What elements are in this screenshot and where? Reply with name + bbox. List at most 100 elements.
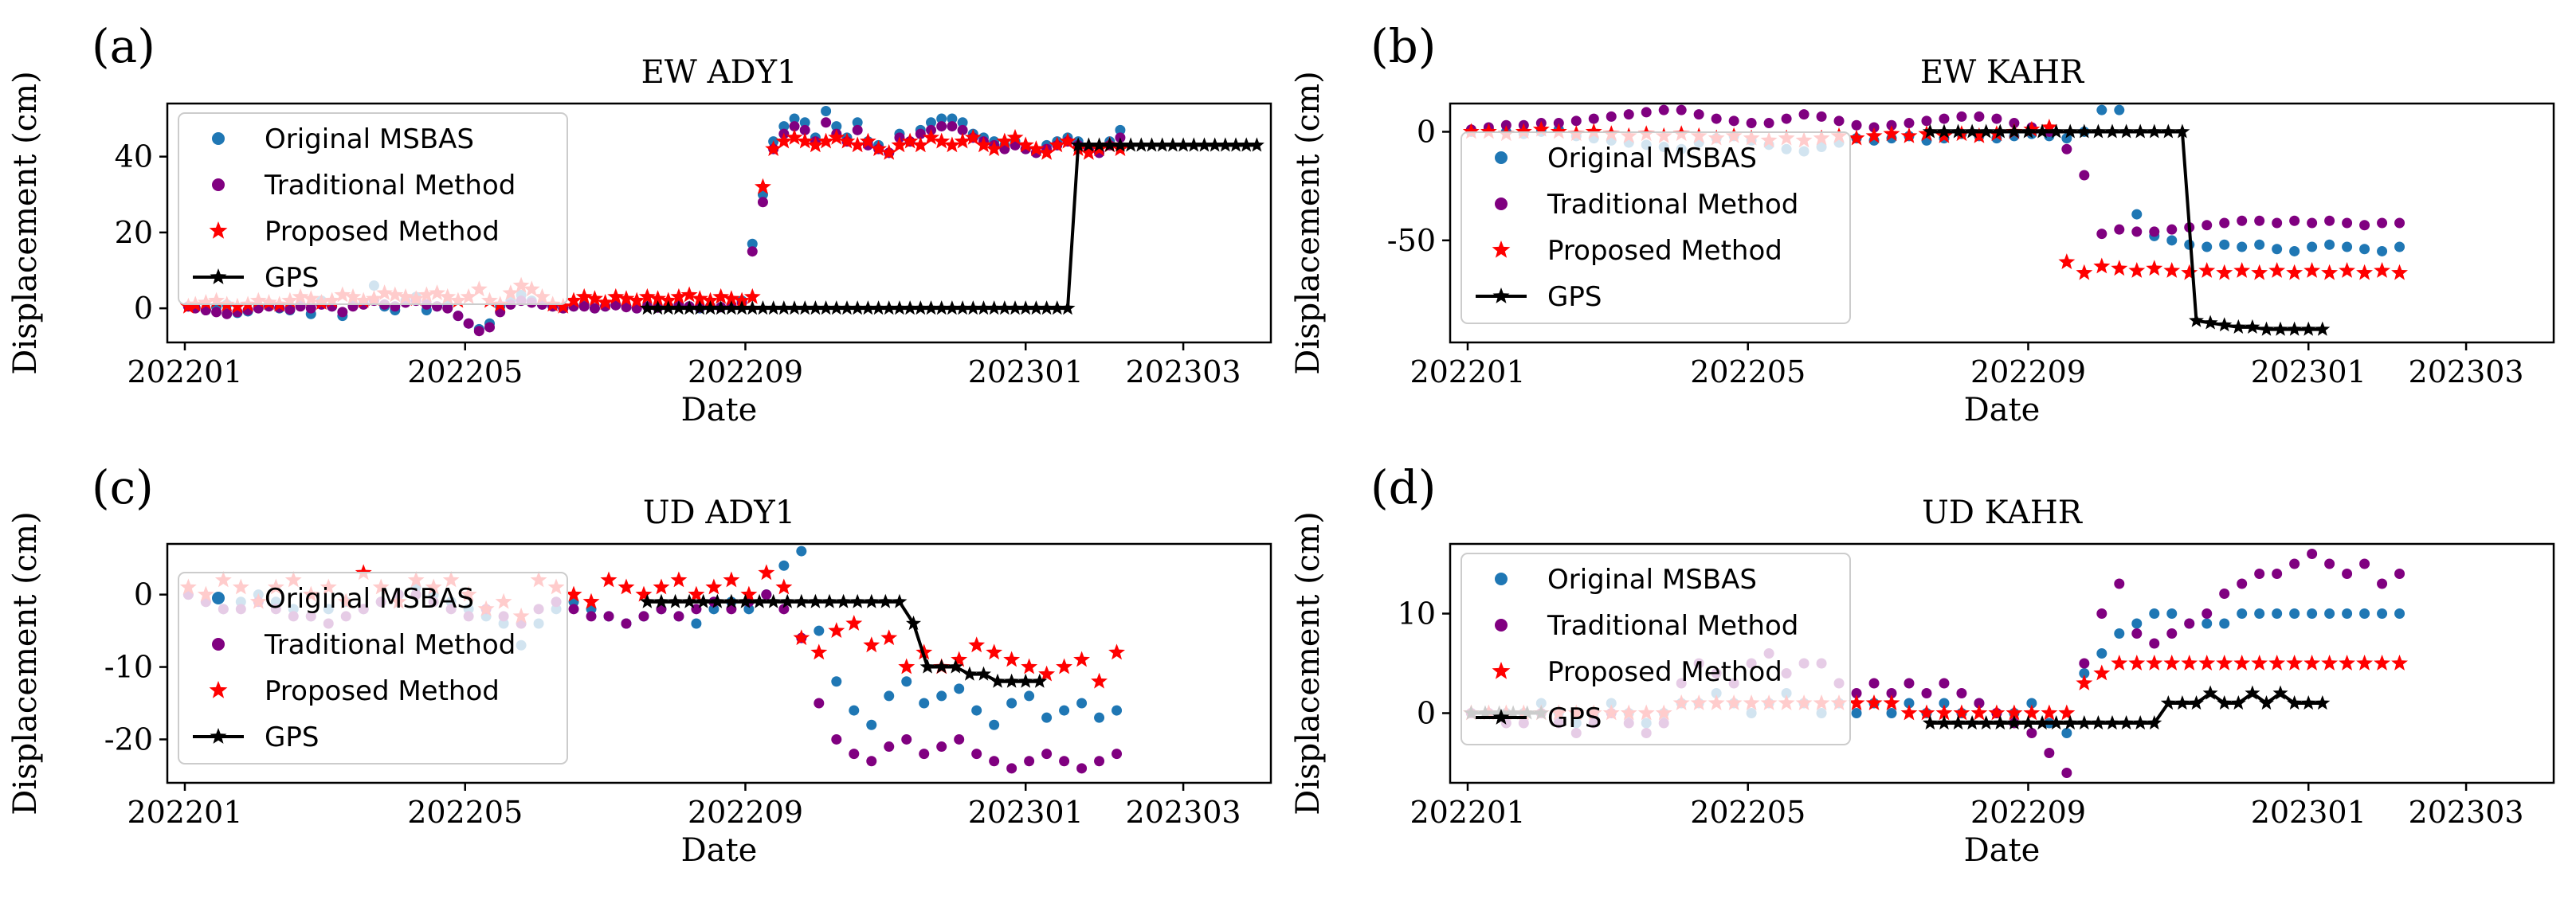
gps-point (668, 593, 684, 608)
legend-label: Proposed Method (265, 675, 500, 707)
gps-point (1992, 715, 2008, 730)
proposed-point (600, 571, 618, 588)
proposed-point (1038, 665, 1056, 682)
original-msbas-point (954, 683, 965, 694)
proposed-point (2198, 655, 2216, 671)
gps-point (2132, 715, 2148, 730)
traditional-method-point (2202, 220, 2213, 231)
gps-point (2202, 315, 2218, 330)
gps-point (1992, 123, 2008, 139)
proposed-point (702, 291, 719, 308)
gps-point (2272, 321, 2288, 336)
traditional-method-point (1851, 119, 1862, 131)
gps-point (1032, 673, 1048, 688)
proposed-point (1080, 143, 1097, 160)
gps-point (2245, 685, 2260, 700)
traditional-method-point (2324, 215, 2335, 226)
original-msbas-point (2096, 648, 2107, 659)
traditional-method-point (2026, 728, 2037, 738)
gps-point (1238, 137, 1254, 152)
gps-point (2217, 695, 2233, 710)
proposed-point (2339, 655, 2355, 671)
legend: Original MSBAS Traditional Method Proposed… (1461, 553, 1851, 745)
traditional-method-point (1921, 115, 1932, 127)
chart-title: UD ADY1 (643, 495, 795, 531)
traditional-method-point (2342, 569, 2353, 579)
traditional-method-point (568, 604, 579, 615)
original-msbas-point (957, 117, 968, 128)
traditional-method-point (1939, 113, 1950, 124)
proposed-point (1056, 658, 1072, 675)
proposed-point (2304, 655, 2321, 671)
x-tick-label: 202301 (2251, 354, 2366, 389)
original-msbas-point (2202, 241, 2213, 252)
proposed-point (954, 132, 971, 149)
original-msbas-point (831, 676, 842, 687)
legend-dot (212, 638, 225, 651)
gps-point (2160, 695, 2176, 710)
gps-point (794, 593, 810, 608)
proposed-point (765, 140, 782, 156)
traditional-method-point (1693, 109, 1704, 120)
original-msbas-point (2131, 209, 2143, 220)
traditional-method-point (2237, 578, 2248, 589)
traditional-method-point (1939, 678, 1950, 689)
traditional-method-point (2289, 215, 2300, 226)
traditional-method-point (1658, 104, 1669, 115)
proposed-point (786, 128, 803, 145)
original-msbas-point (901, 676, 912, 687)
proposed-point (2356, 264, 2373, 280)
proposed-point (1883, 125, 1900, 142)
original-msbas-point (1094, 712, 1105, 723)
gps-point (1039, 300, 1055, 315)
traditional-method-point (1974, 111, 1985, 122)
original-msbas-point (919, 698, 930, 709)
proposed-point (1988, 704, 2006, 721)
proposed-point (923, 128, 939, 145)
original-msbas-point (2026, 698, 2037, 709)
original-msbas-point (852, 117, 863, 128)
traditional-method-point (442, 303, 453, 314)
gps-point (1060, 300, 1076, 315)
legend-star (210, 268, 227, 284)
gps-line (647, 143, 1257, 311)
traditional-method-point (1041, 749, 1053, 760)
traditional-method-point (589, 303, 600, 314)
gps-point (2104, 123, 2120, 139)
gps-point (703, 300, 718, 315)
proposed-point (565, 585, 582, 602)
panel-4: (d) UD KAHR 202201 202205 202209 202301 202303… (1290, 460, 2555, 869)
gps-point (881, 300, 897, 315)
traditional-method-point (2079, 658, 2090, 669)
original-msbas-point (778, 121, 790, 132)
gps-point (2062, 715, 2078, 730)
x-tick-label: 202209 (688, 795, 803, 830)
gps-point (776, 300, 792, 315)
original-msbas-point (2149, 608, 2160, 619)
proposed-point (1017, 136, 1034, 153)
proposed-point (1900, 127, 1918, 143)
proposed-point (1935, 127, 1953, 143)
legend-label: Traditional Method (264, 629, 516, 661)
traditional-method-point (799, 124, 810, 135)
proposed-point (986, 140, 1003, 156)
x-tick-label: 202201 (1410, 354, 1525, 389)
proposed-point (1865, 127, 1883, 143)
traditional-method-point (473, 326, 484, 337)
proposed-point (1918, 704, 1935, 721)
gps-point (2034, 715, 2050, 730)
gps-point (1017, 300, 1033, 315)
gps-point (902, 300, 918, 315)
legend-dot (212, 592, 225, 604)
legend-dot (212, 178, 225, 191)
gps-point (723, 300, 739, 315)
proposed-point (691, 290, 708, 307)
gps-point (681, 300, 697, 315)
gps-point (738, 593, 753, 608)
original-msbas-point (1059, 705, 1070, 716)
proposed-point (1059, 132, 1076, 149)
proposed-point (2339, 262, 2355, 278)
legend-label: GPS (265, 722, 319, 753)
gps-point (797, 300, 813, 315)
gps-point (639, 300, 655, 315)
